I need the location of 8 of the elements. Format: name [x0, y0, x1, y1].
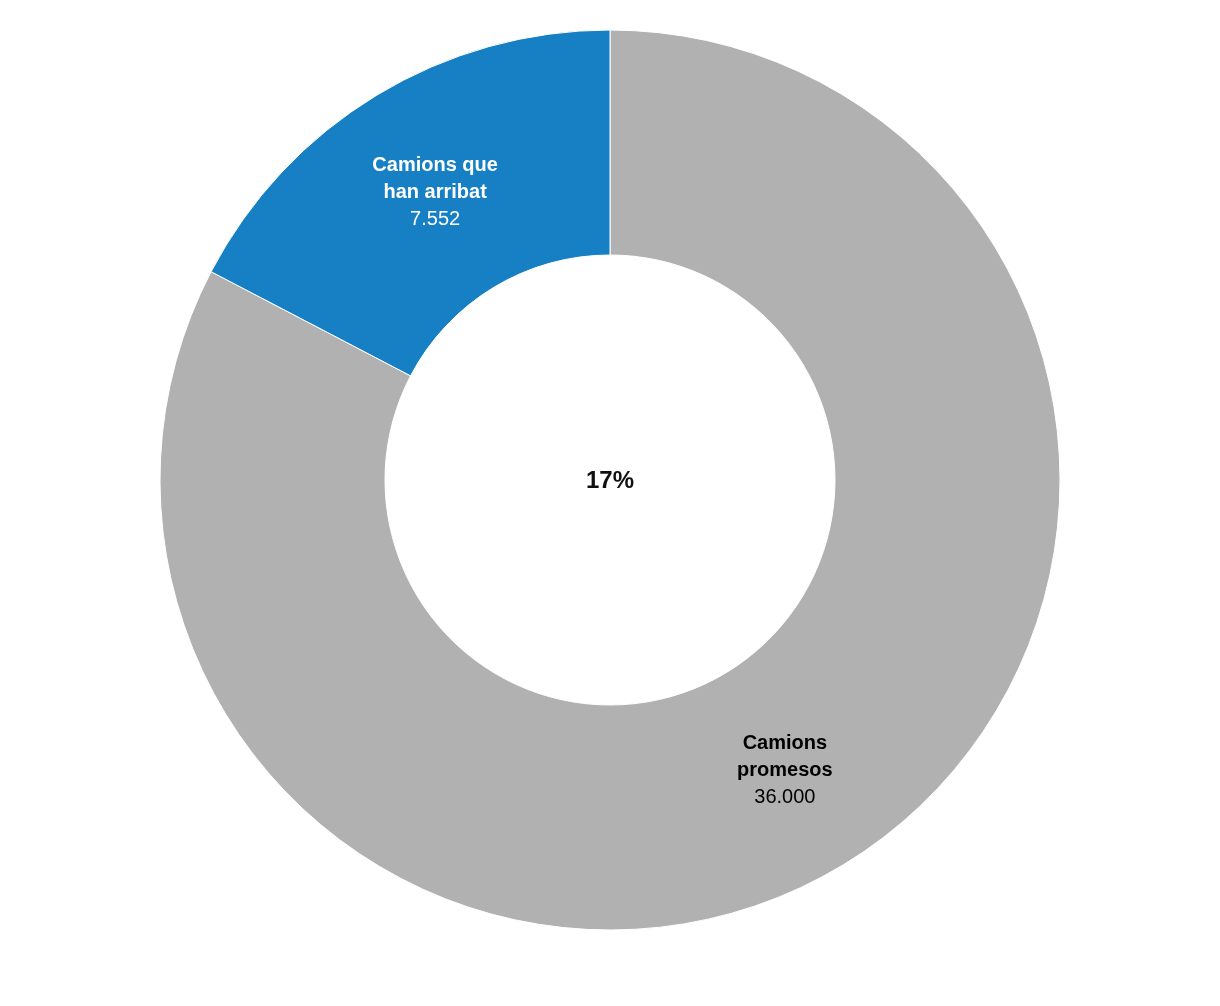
- data-label: 7.552: [410, 207, 461, 230]
- category-label: Camions: [742, 730, 828, 753]
- category-label: han arribat: [383, 180, 487, 203]
- donut-slice: [159, 29, 1061, 931]
- category-label: promesos: [737, 757, 833, 780]
- text: 17%: [585, 466, 635, 493]
- category-label: Camions que: [372, 153, 498, 176]
- data-label: 36.000: [754, 784, 816, 807]
